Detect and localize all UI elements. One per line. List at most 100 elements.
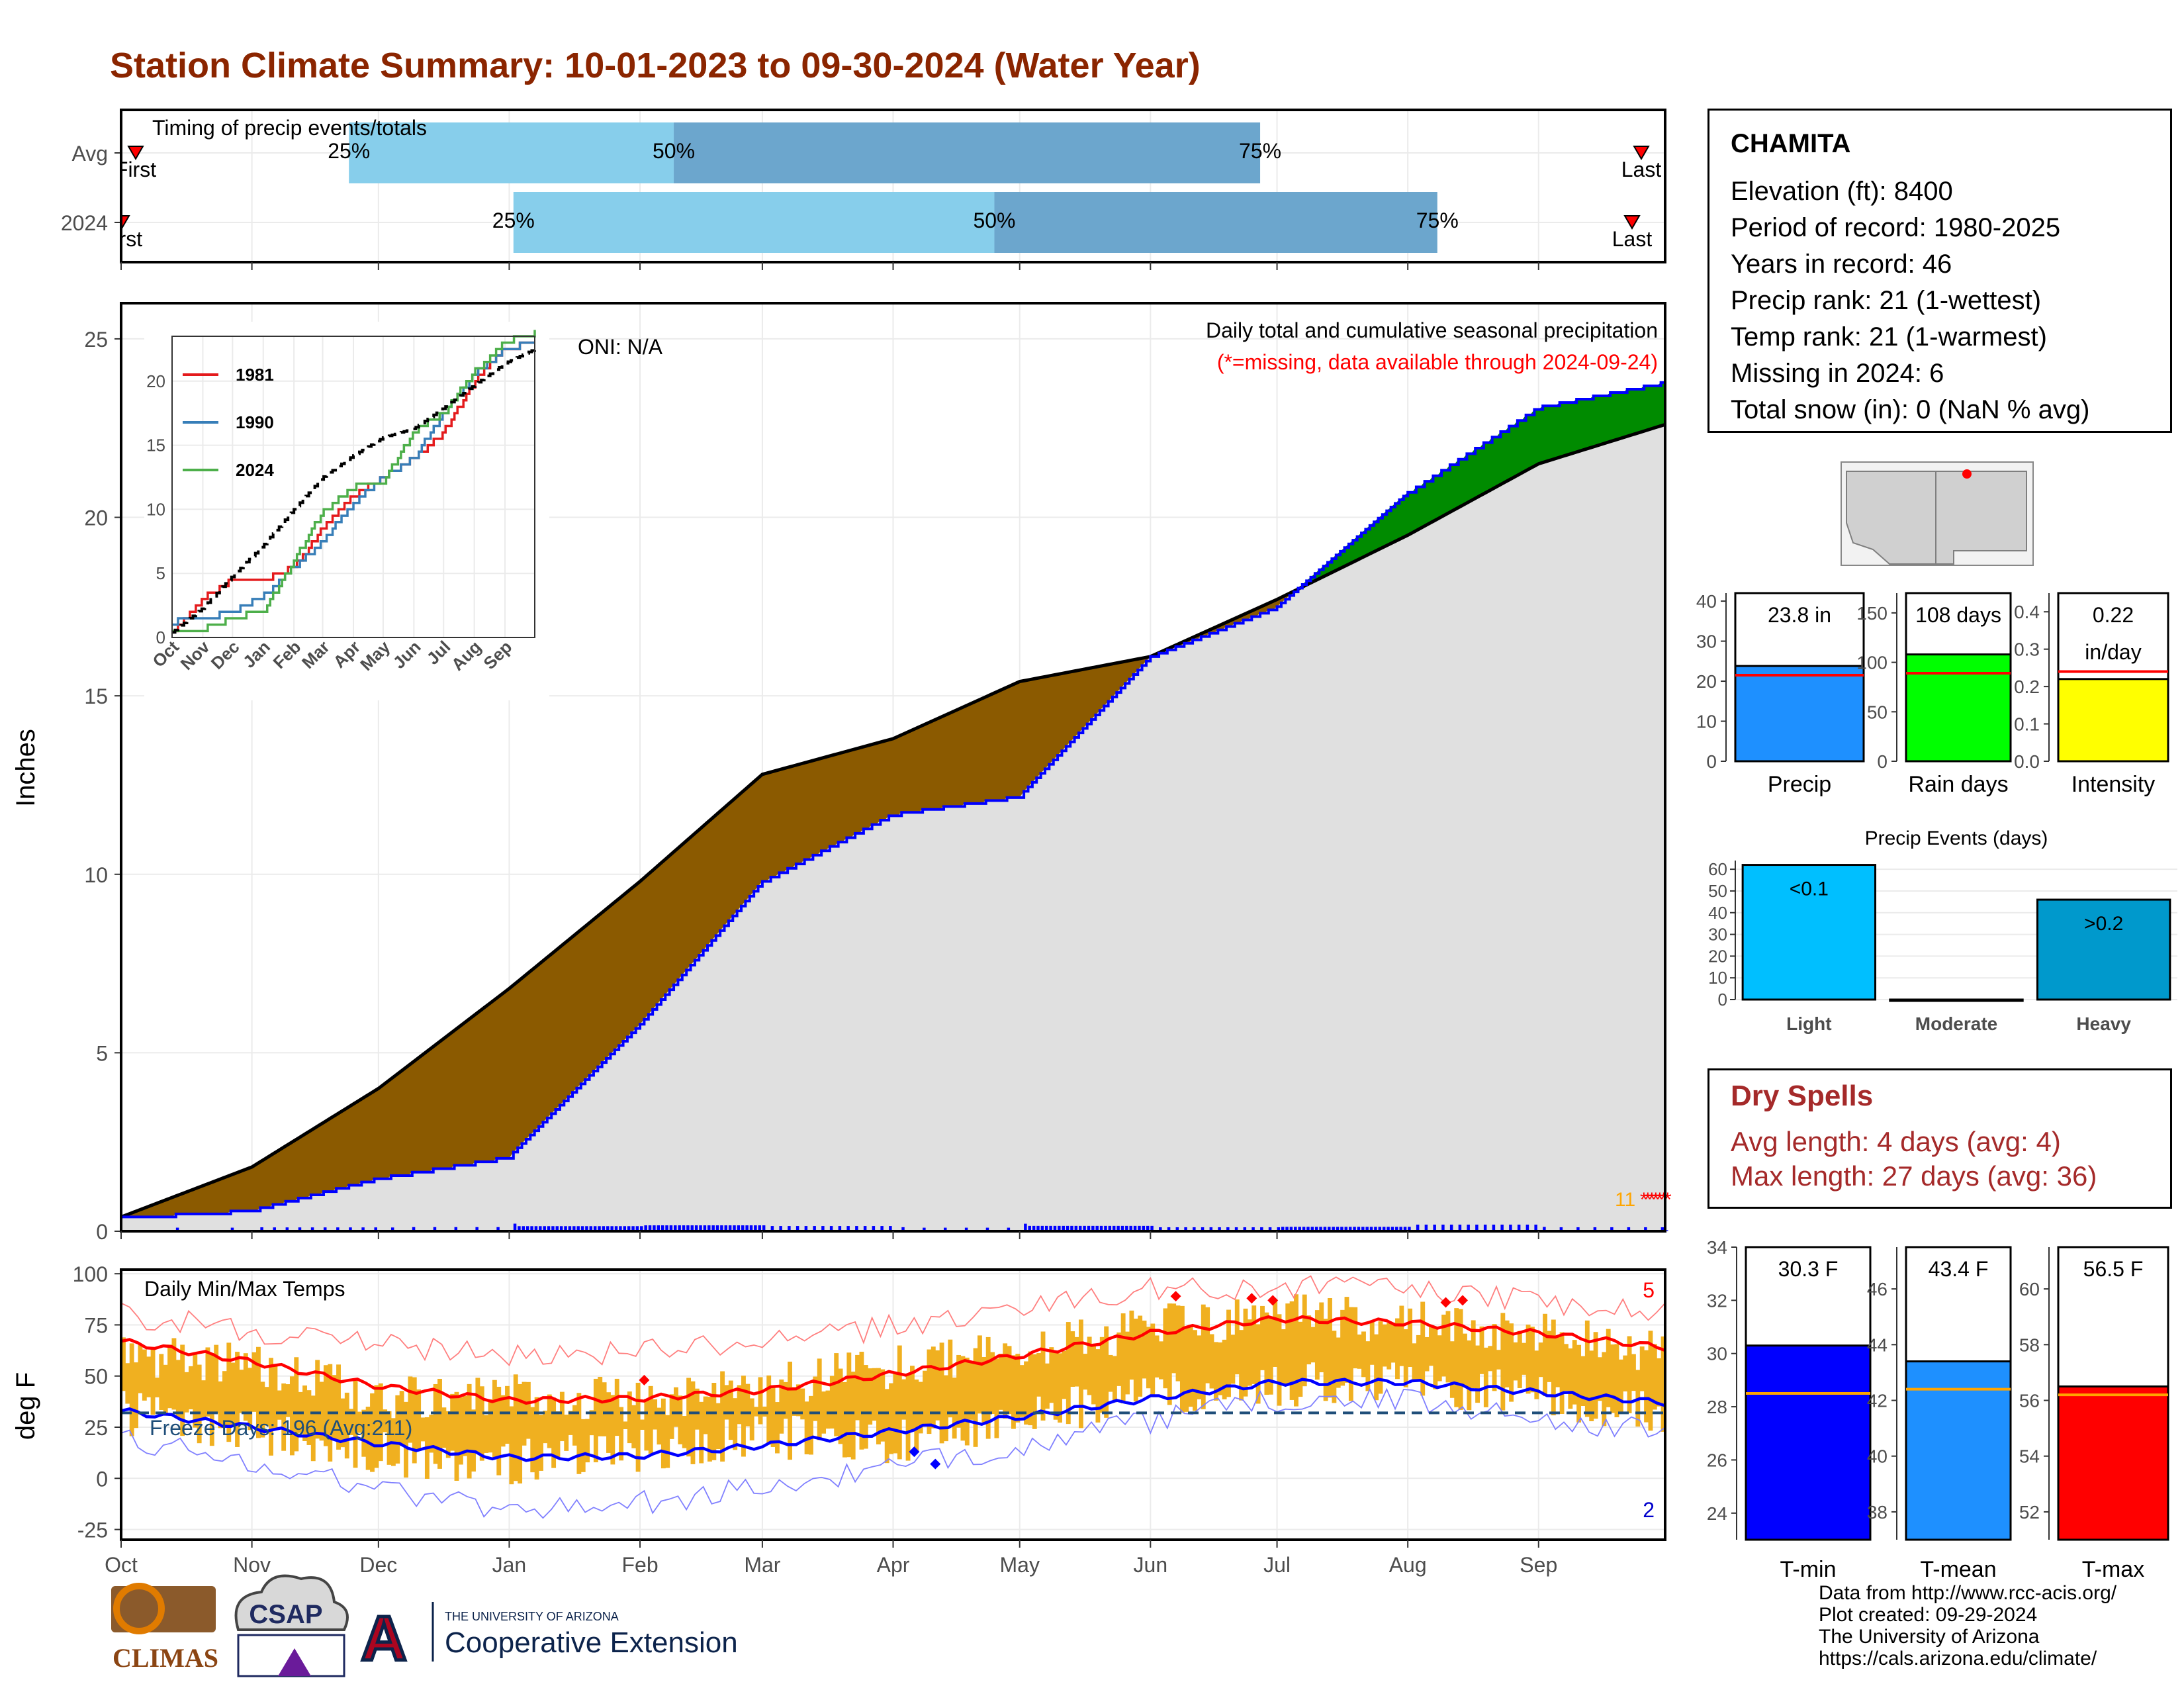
daily-temp-range-bar bbox=[1205, 1307, 1210, 1383]
pct-label: 25% bbox=[328, 139, 370, 163]
record-high-count: 5 bbox=[1643, 1278, 1655, 1302]
value-bar bbox=[2057, 1385, 2169, 1541]
missing-marker: * bbox=[1640, 1189, 1648, 1211]
small-y-tick-label: 54 bbox=[2019, 1446, 2040, 1467]
missing-marker: * bbox=[1644, 1189, 1652, 1211]
daily-precip-bar bbox=[627, 1226, 631, 1231]
daily-temp-range-bar bbox=[779, 1379, 784, 1434]
y-tick-label: 100 bbox=[73, 1262, 108, 1286]
small-y-tick-label: 0.4 bbox=[2014, 602, 2040, 622]
daily-temp-range-bar bbox=[715, 1403, 721, 1450]
daily-precip-bar bbox=[821, 1226, 825, 1231]
small-y-tick-label: 42 bbox=[1867, 1391, 1888, 1411]
daily-precip-bar bbox=[943, 1227, 947, 1231]
value-bar bbox=[1745, 1344, 1872, 1541]
small-y-tick-label: 40 bbox=[1696, 591, 1717, 612]
daily-precip-bar bbox=[1044, 1225, 1048, 1231]
daily-temp-range-bar bbox=[134, 1362, 138, 1429]
daily-temp-range-bar bbox=[623, 1421, 628, 1429]
daily-precip-bar bbox=[1627, 1227, 1631, 1231]
daily-precip-bar bbox=[1133, 1225, 1137, 1231]
daily-precip-bar bbox=[1328, 1227, 1331, 1231]
daily-precip-bar bbox=[1403, 1227, 1407, 1231]
daily-temp-range-bar bbox=[745, 1383, 751, 1427]
daily-precip-bar bbox=[779, 1226, 782, 1231]
daily-temp-range-bar bbox=[905, 1375, 911, 1461]
daily-temp-range-bar bbox=[1319, 1302, 1324, 1373]
pct-label: 75% bbox=[1416, 209, 1459, 232]
climas-logo-text: CLIMAS bbox=[113, 1643, 218, 1673]
daily-precip-bar bbox=[1289, 1227, 1293, 1231]
daily-temp-range-bar bbox=[454, 1391, 459, 1481]
daily-temp-range-bar bbox=[458, 1397, 463, 1465]
daily-precip-bar bbox=[1509, 1224, 1512, 1231]
daily-temp-range-bar bbox=[1091, 1343, 1096, 1405]
daily-temp-range-bar bbox=[576, 1393, 582, 1474]
daily-precip-bar bbox=[1095, 1225, 1099, 1231]
daily-temp-range-bar bbox=[222, 1371, 227, 1426]
daily-temp-range-bar bbox=[467, 1383, 472, 1479]
daily-temp-range-bar bbox=[378, 1383, 383, 1462]
record-high-marker bbox=[1267, 1295, 1279, 1306]
daily-temp-range-bar bbox=[1328, 1298, 1332, 1398]
daily-temp-range-bar bbox=[171, 1338, 177, 1410]
daily-precip-bar bbox=[1066, 1225, 1069, 1231]
daily-temp-range-bar bbox=[479, 1386, 484, 1461]
daily-temp-range-bar bbox=[1420, 1301, 1426, 1396]
daily-temp-range-bar bbox=[800, 1388, 805, 1420]
precip-panel-label: Daily total and cumulative seasonal prec… bbox=[1206, 318, 1658, 342]
small-y-tick-label: 0 bbox=[1706, 751, 1717, 772]
daily-precip-bar bbox=[1661, 1227, 1664, 1231]
daily-temp-range-bar bbox=[1167, 1303, 1172, 1405]
record-high-marker bbox=[1170, 1291, 1181, 1302]
daily-temp-range-bar bbox=[1087, 1336, 1092, 1395]
daily-temp-range-bar bbox=[433, 1383, 438, 1464]
daily-temp-range-bar bbox=[142, 1349, 147, 1401]
daily-precip-bar bbox=[1116, 1225, 1120, 1231]
daily-precip-bar bbox=[230, 1227, 234, 1231]
missing-marker: * bbox=[1648, 1189, 1656, 1211]
daily-temp-range-bar bbox=[159, 1354, 164, 1411]
daily-temp-range-bar bbox=[551, 1397, 557, 1468]
small-y-tick-label: 26 bbox=[1707, 1450, 1727, 1470]
daily-temp-range-bar bbox=[686, 1378, 692, 1457]
daily-temp-range-bar bbox=[1239, 1330, 1244, 1401]
daily-temp-range-bar bbox=[370, 1393, 375, 1472]
daily-precip-bar bbox=[880, 1226, 884, 1231]
value-bar bbox=[1905, 1360, 2012, 1541]
daily-temp-range-bar bbox=[1559, 1332, 1565, 1414]
daily-temp-range-bar bbox=[901, 1379, 907, 1420]
daily-precip-bar bbox=[522, 1226, 525, 1231]
daily-precip-bar bbox=[1294, 1227, 1297, 1231]
y-tick-label: 20 bbox=[84, 506, 108, 530]
daily-precip-bar bbox=[602, 1226, 606, 1231]
daily-precip-bar bbox=[361, 1227, 365, 1231]
daily-temp-range-bar bbox=[1226, 1309, 1231, 1397]
daily-precip-bar bbox=[640, 1226, 643, 1231]
daily-precip-bar bbox=[1467, 1224, 1470, 1231]
daily-precip-bar bbox=[1314, 1227, 1318, 1231]
daily-temp-range-bar bbox=[539, 1415, 543, 1471]
daily-temp-range-bar bbox=[163, 1364, 168, 1415]
daily-temp-range-bar bbox=[1648, 1331, 1653, 1431]
daily-temp-range-bar bbox=[792, 1387, 797, 1416]
temp-y-axis-label: deg F bbox=[11, 1372, 40, 1440]
daily-temp-range-bar bbox=[1336, 1337, 1341, 1388]
daily-temp-range-bar bbox=[534, 1397, 539, 1480]
month-tick-label: Nov bbox=[233, 1553, 271, 1577]
daily-temp-range-bar bbox=[492, 1380, 497, 1459]
daily-precip-bar bbox=[754, 1225, 757, 1231]
daily-temp-range-bar bbox=[121, 1337, 126, 1391]
ua-small-text: THE UNIVERSITY OF ARIZONA bbox=[445, 1610, 619, 1623]
daily-temp-range-bar bbox=[1602, 1352, 1607, 1427]
daily-precip-bar bbox=[1408, 1227, 1411, 1231]
daily-temp-range-bar bbox=[568, 1411, 573, 1435]
daily-precip-bar bbox=[674, 1225, 677, 1231]
daily-precip-bar bbox=[390, 1227, 394, 1231]
small-y-tick-label: 0.2 bbox=[2014, 677, 2040, 697]
daily-temp-range-bar bbox=[547, 1394, 552, 1448]
daily-temp-range-bar bbox=[420, 1417, 426, 1442]
events-y-tick-label: 60 bbox=[1708, 859, 1727, 879]
credit-line: Data from http://www.rcc-acis.org/ bbox=[1819, 1582, 2117, 1604]
